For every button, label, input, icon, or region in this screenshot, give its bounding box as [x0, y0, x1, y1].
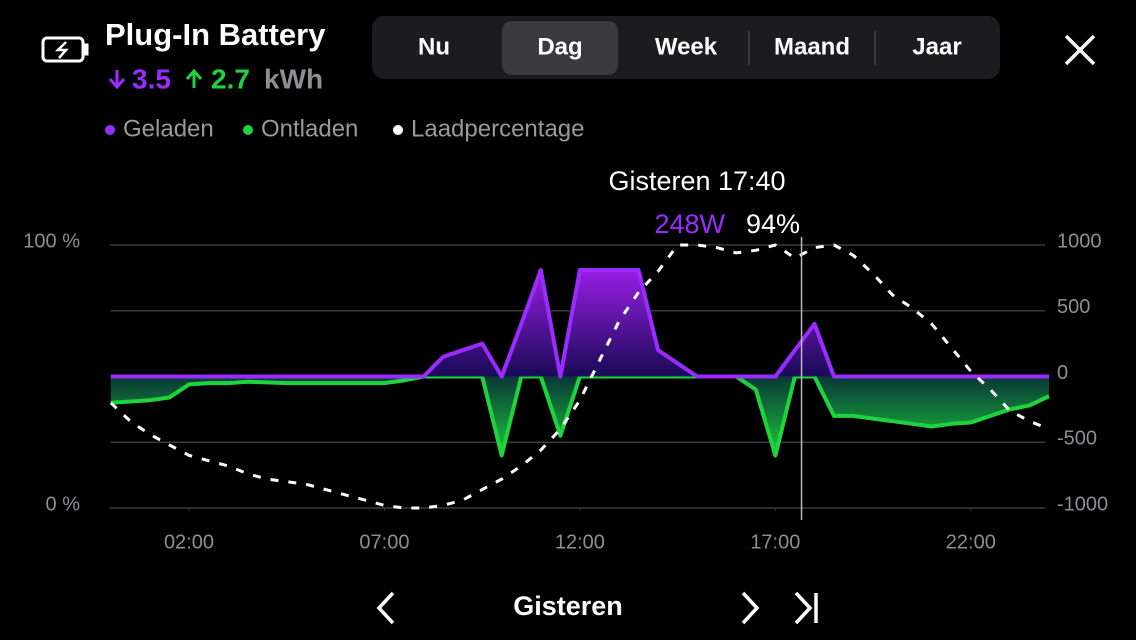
x-tick-label: 22:00 [946, 531, 996, 553]
series-line [110, 268, 1049, 379]
y2-tick-label: 500 [1057, 296, 1090, 318]
legend-dot [243, 125, 253, 135]
close-button[interactable] [1064, 34, 1096, 66]
prev-button[interactable] [376, 591, 395, 625]
tab[interactable]: Jaar [912, 33, 961, 60]
tab[interactable]: Nu [418, 33, 450, 60]
legend-label: Laadpercentage [411, 115, 584, 142]
next-button[interactable] [741, 591, 760, 625]
tab[interactable]: Dag [537, 33, 582, 60]
discharged-icon [185, 68, 203, 88]
y-tick-label: 0 % [46, 493, 81, 515]
y2-tick-label: -1000 [1057, 493, 1108, 515]
y-tick-label: 100 % [23, 230, 80, 252]
x-tick-label: 17:00 [750, 531, 800, 553]
tooltip-title: Gisteren 17:40 [608, 166, 785, 196]
x-tick-label: 07:00 [359, 531, 409, 553]
legend-dot [105, 125, 115, 135]
tooltip-soc: 94% [746, 209, 800, 239]
y2-tick-label: -500 [1057, 428, 1097, 450]
x-tick-label: 02:00 [164, 531, 214, 553]
period-label: Gisteren [513, 591, 623, 621]
charged-icon [108, 70, 126, 90]
battery-icon [41, 36, 89, 63]
y2-tick-label: 0 [1057, 362, 1068, 384]
legend-dot [393, 125, 403, 135]
legend-label: Geladen [123, 115, 214, 142]
charged-value: 3.5 [132, 63, 171, 94]
last-button[interactable] [794, 591, 818, 625]
tab[interactable]: Maand [774, 33, 850, 60]
tab[interactable]: Week [655, 33, 718, 60]
tab-selected [502, 21, 618, 75]
discharged-value: 2.7 [211, 63, 250, 94]
title: Plug-In Battery [105, 17, 326, 52]
tooltip-power: 248W [654, 209, 725, 239]
area-fill [110, 269, 1050, 377]
y2-tick-label: 1000 [1057, 230, 1102, 252]
unit: kWh [264, 63, 323, 94]
legend-label: Ontladen [261, 115, 358, 142]
series-line [109, 243, 1050, 510]
x-tick-label: 12:00 [555, 531, 605, 553]
